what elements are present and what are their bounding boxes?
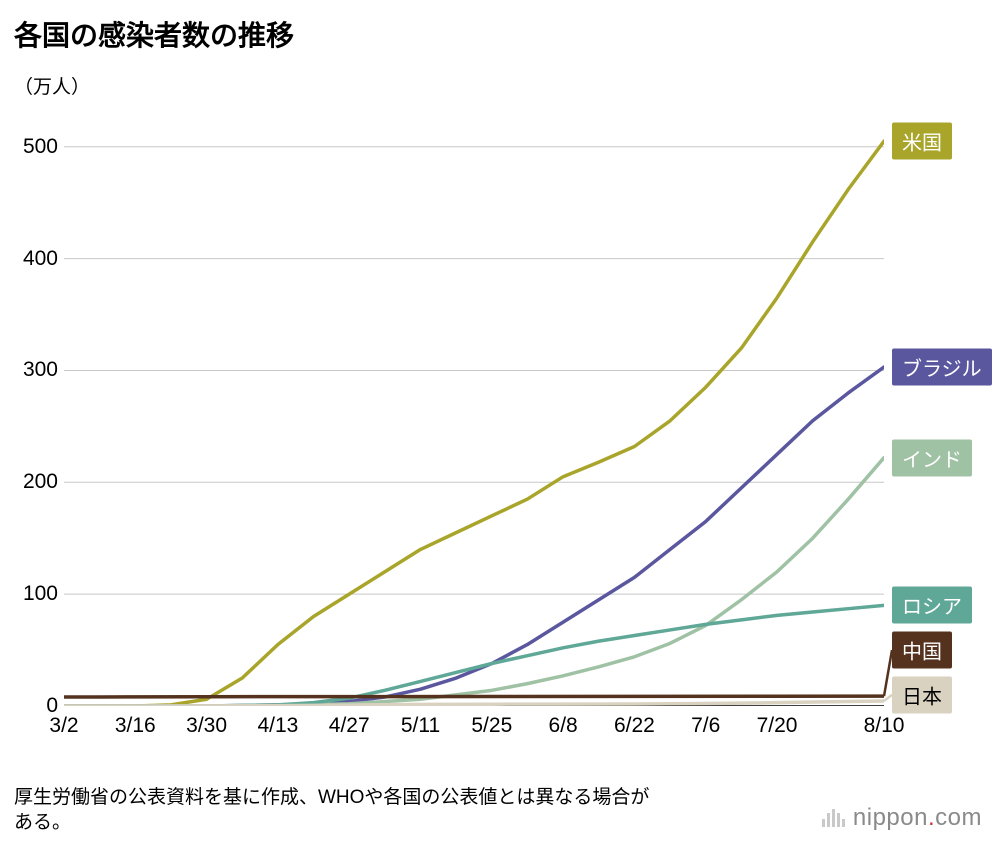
brand-bars-icon	[822, 806, 847, 834]
series-label-box: 中国	[892, 632, 952, 669]
brand-name: nippon	[853, 804, 928, 831]
x-tick-label: 5/11	[401, 714, 440, 738]
chart-title: 各国の感染者数の推移	[14, 14, 294, 54]
x-tick-label: 7/20	[757, 714, 798, 738]
series-label-box: 日本	[892, 676, 952, 713]
x-tick-label: 3/30	[186, 714, 227, 738]
y-tick-label: 300	[8, 358, 58, 382]
brand-suffix: com	[935, 804, 982, 831]
series-label-box: インド	[892, 439, 972, 476]
x-tick-label: 3/16	[115, 714, 156, 738]
x-tick-label: 5/25	[471, 714, 512, 738]
series-line	[64, 367, 884, 706]
series-line	[64, 141, 884, 706]
brand-logo: nippon.com	[822, 804, 982, 834]
x-tick-label: 7/6	[691, 714, 720, 738]
x-tick-label: 4/13	[257, 714, 298, 738]
y-tick-label: 500	[8, 135, 58, 159]
series-label-box: ロシア	[892, 587, 972, 624]
x-tick-label: 6/22	[614, 714, 655, 738]
x-tick-label: 6/8	[549, 714, 578, 738]
x-tick-label: 3/2	[49, 714, 78, 738]
series-label-box: 米国	[892, 123, 952, 160]
y-tick-label: 200	[8, 470, 58, 494]
series-label-box: ブラジル	[892, 349, 992, 386]
x-tick-label: 4/27	[329, 714, 370, 738]
x-tick-label: 8/10	[864, 714, 905, 738]
y-tick-label: 400	[8, 247, 58, 271]
chart-container: 各国の感染者数の推移 （万人） 0100200300400500 3/23/16…	[0, 0, 1000, 856]
series-line	[64, 696, 884, 697]
chart-footnote: 厚生労働省の公表資料を基に作成、WHOや各国の公表値とは異なる場合がある。	[14, 785, 654, 836]
plot-area	[64, 102, 884, 706]
y-tick-label: 100	[8, 582, 58, 606]
y-axis-unit: （万人）	[14, 72, 90, 99]
